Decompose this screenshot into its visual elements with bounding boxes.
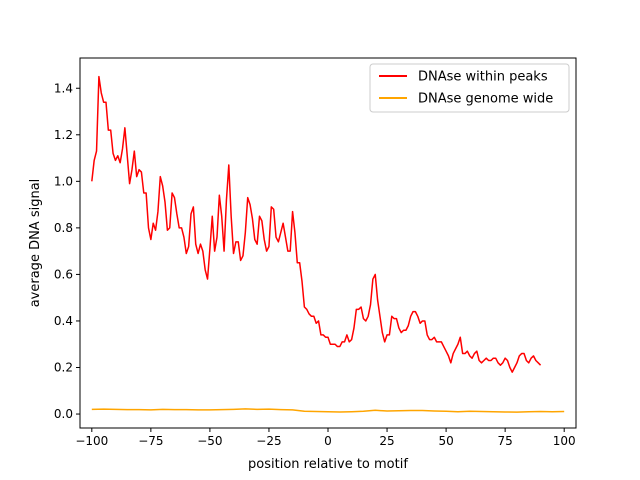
y-tick-label: 0.0	[54, 407, 73, 421]
y-axis-label: average DNA signal	[28, 179, 43, 308]
plot-lines	[91, 75, 565, 413]
y-axis-ticks: 0.0 0.2 0.4 0.6 0.8 1.0 1.2 1.4	[54, 81, 80, 421]
x-tick-label: −50	[197, 434, 222, 448]
x-tick-label: 50	[438, 434, 453, 448]
x-tick-label: 0	[324, 434, 332, 448]
x-tick-label: 100	[553, 434, 576, 448]
x-tick-label: −100	[75, 434, 108, 448]
y-tick-label: 0.8	[54, 221, 73, 235]
legend-entry-dnase-within-peaks: DNAse within peaks	[418, 70, 548, 85]
x-axis-label: position relative to motif	[248, 457, 408, 472]
y-tick-label: 1.4	[54, 81, 73, 95]
x-tick-label: 25	[379, 434, 394, 448]
y-tick-label: 1.2	[54, 128, 73, 142]
x-tick-label: 75	[498, 434, 513, 448]
y-tick-label: 0.6	[54, 267, 73, 281]
y-tick-label: 0.2	[54, 360, 73, 374]
legend: DNAse within peaks DNAse genome wide	[369, 63, 570, 113]
y-tick-label: 0.4	[54, 314, 73, 328]
series-line-dnase-within-peaks	[91, 75, 542, 373]
series-line-dnase-genome-wide	[91, 408, 565, 413]
legend-entry-dnase-genome-wide: DNAse genome wide	[418, 92, 553, 107]
x-tick-label: −25	[256, 434, 281, 448]
legend-box	[369, 63, 570, 113]
y-tick-label: 1.0	[54, 174, 73, 188]
x-tick-label: −75	[138, 434, 163, 448]
x-axis-ticks: −100 −75 −50 −25 0 25 50 75 100	[75, 428, 576, 448]
